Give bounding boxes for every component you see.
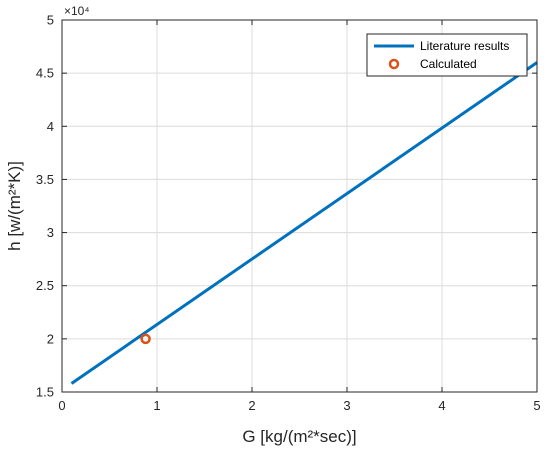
ticks: 0 1 2 3 4 5 1.5 2 2.5 3 3.5 4 4.5 5 <box>36 13 541 414</box>
y-tick-label: 2 <box>47 331 54 346</box>
x-tick-label: 2 <box>248 398 255 413</box>
series-layer <box>70 61 538 385</box>
y-tick-label: 2.5 <box>36 278 54 293</box>
legend-entry-calculated: Calculated <box>420 57 477 71</box>
legend-marker-sample <box>388 58 400 70</box>
legend: Literature results Calculated <box>366 33 528 77</box>
series-line-literature <box>70 61 538 385</box>
x-tick-label: 5 <box>533 398 540 413</box>
x-tick-label: 4 <box>438 398 445 413</box>
y-exponent-label: ×10⁴ <box>64 4 90 18</box>
x-tick-label: 1 <box>153 398 160 413</box>
calculated-point <box>140 333 151 345</box>
y-tick-label: 4.5 <box>36 66 54 81</box>
legend-entry-literature: Literature results <box>420 39 509 53</box>
plot-area <box>62 20 537 392</box>
x-axis-label: G [kg/(m²*sec)] <box>242 427 356 446</box>
x-tick-label: 0 <box>58 398 65 413</box>
plot-frame <box>61 19 538 393</box>
y-tick-label: 4 <box>47 119 54 134</box>
y-tick-label: 3.5 <box>36 172 54 187</box>
x-tick-label: 3 <box>343 398 350 413</box>
y-tick-label: 3 <box>47 225 54 240</box>
y-tick-label: 5 <box>47 13 54 28</box>
y-axis-label: h [w/(m²*K)] <box>5 161 24 251</box>
y-tick-label: 1.5 <box>36 385 54 400</box>
